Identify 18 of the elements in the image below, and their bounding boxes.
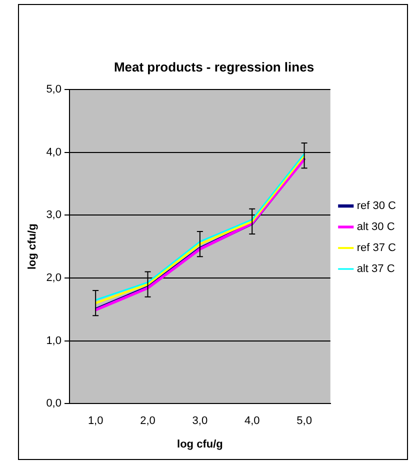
- x-tick-label: 4,0: [244, 415, 260, 428]
- y-tick-label: 5,0: [46, 84, 62, 96]
- legend-label: alt 37 C: [356, 263, 395, 276]
- y-tick-label: 1,0: [46, 334, 62, 347]
- y-tick-label: 2,0: [46, 272, 62, 284]
- y-tick-label: 0,0: [46, 398, 62, 410]
- legend-label: ref 37 C: [356, 242, 396, 254]
- legend-label: ref 30 C: [356, 200, 396, 212]
- x-axis-title: log cfu/g: [177, 438, 223, 450]
- x-tick-label: 2,0: [140, 415, 156, 428]
- legend-label: alt 30 C: [356, 221, 395, 234]
- chart-title: Meat products - regression lines: [114, 59, 314, 74]
- y-tick-label: 4,0: [46, 146, 62, 158]
- y-tick-label: 3,0: [46, 209, 62, 222]
- x-tick-label: 5,0: [296, 415, 312, 428]
- y-axis-title: log cfu/g: [26, 224, 39, 270]
- x-tick-label: 3,0: [192, 415, 208, 428]
- x-tick-label: 1,0: [88, 415, 104, 428]
